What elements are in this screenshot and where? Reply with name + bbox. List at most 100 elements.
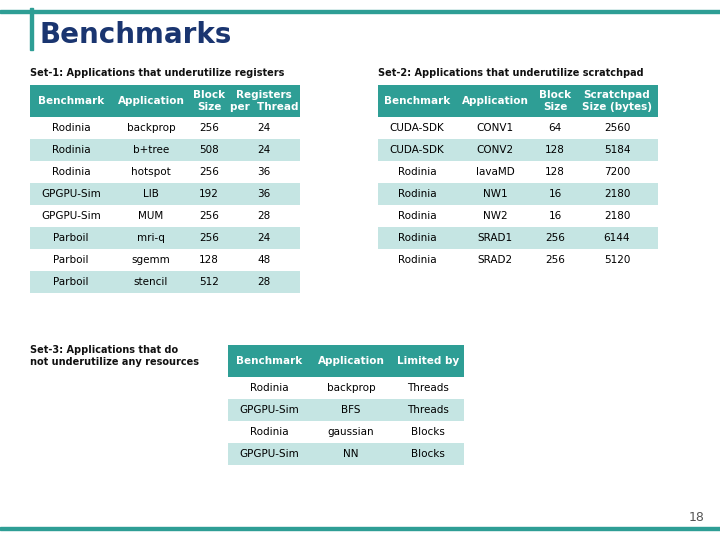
Text: CONV2: CONV2	[477, 145, 513, 155]
Bar	[534, 161, 576, 183]
Text: Rodinia: Rodinia	[397, 211, 436, 221]
Bar	[534, 205, 576, 227]
Text: Benchmark: Benchmark	[236, 356, 302, 366]
Bar	[30, 183, 112, 205]
Bar	[0, 10, 720, 13]
Bar	[456, 227, 534, 249]
Text: lavaMD: lavaMD	[476, 167, 514, 177]
Text: 18: 18	[689, 511, 705, 524]
Bar	[576, 161, 658, 183]
Text: hotspot: hotspot	[131, 167, 171, 177]
Text: BFS: BFS	[341, 405, 361, 415]
Text: 7200: 7200	[604, 167, 630, 177]
Text: Parboil: Parboil	[53, 277, 89, 287]
Text: GPGPU-Sim: GPGPU-Sim	[41, 189, 101, 199]
Text: CUDA-SDK: CUDA-SDK	[390, 123, 444, 133]
Text: Rodinia: Rodinia	[52, 167, 90, 177]
Text: 512: 512	[199, 277, 219, 287]
Text: 256: 256	[199, 167, 219, 177]
Bar	[378, 227, 456, 249]
Bar	[456, 117, 534, 139]
Bar	[228, 183, 300, 205]
Bar	[112, 249, 190, 271]
Bar	[190, 139, 228, 161]
Text: Application: Application	[318, 356, 384, 366]
Text: 28: 28	[257, 277, 271, 287]
Text: NW1: NW1	[482, 189, 508, 199]
Bar	[392, 399, 464, 421]
Text: 256: 256	[545, 233, 565, 243]
Text: Threads: Threads	[407, 405, 449, 415]
Text: Benchmarks: Benchmarks	[40, 21, 233, 49]
Text: GPGPU-Sim: GPGPU-Sim	[239, 405, 299, 415]
Bar	[534, 139, 576, 161]
Bar	[392, 377, 464, 399]
Text: Rodinia: Rodinia	[52, 145, 90, 155]
Text: Set-3: Applications that do
not underutilize any resources: Set-3: Applications that do not underuti…	[30, 345, 199, 367]
Bar	[30, 85, 112, 117]
Bar	[378, 183, 456, 205]
Text: NN: NN	[343, 449, 359, 459]
Text: CONV1: CONV1	[477, 123, 513, 133]
Bar	[310, 443, 392, 465]
Text: Parboil: Parboil	[53, 233, 89, 243]
Bar	[228, 271, 300, 293]
Text: 24: 24	[257, 145, 271, 155]
Bar	[456, 139, 534, 161]
Text: 36: 36	[257, 167, 271, 177]
Bar	[228, 443, 310, 465]
Bar	[228, 399, 310, 421]
Text: 256: 256	[545, 255, 565, 265]
Bar	[310, 399, 392, 421]
Bar	[0, 527, 720, 530]
Text: 256: 256	[199, 211, 219, 221]
Bar	[456, 183, 534, 205]
Text: Rodinia: Rodinia	[250, 383, 288, 393]
Text: Blocks: Blocks	[411, 427, 445, 437]
Text: Set-1: Applications that underutilize registers: Set-1: Applications that underutilize re…	[30, 68, 284, 78]
Bar	[456, 205, 534, 227]
Bar	[392, 345, 464, 377]
Bar	[228, 161, 300, 183]
Bar	[392, 443, 464, 465]
Text: 128: 128	[545, 145, 565, 155]
Bar	[112, 271, 190, 293]
Text: Block
Size: Block Size	[539, 90, 571, 112]
Bar	[30, 227, 112, 249]
Text: Benchmark: Benchmark	[38, 96, 104, 106]
Bar	[576, 139, 658, 161]
Bar	[456, 161, 534, 183]
Bar	[228, 227, 300, 249]
Text: 16: 16	[549, 211, 562, 221]
Text: 2180: 2180	[604, 189, 630, 199]
Text: Scratchpad
Size (bytes): Scratchpad Size (bytes)	[582, 90, 652, 112]
Bar	[112, 117, 190, 139]
Text: LIB: LIB	[143, 189, 159, 199]
Text: 64: 64	[549, 123, 562, 133]
Bar	[378, 139, 456, 161]
Bar	[534, 85, 576, 117]
Text: 36: 36	[257, 189, 271, 199]
Bar	[378, 161, 456, 183]
Bar	[456, 249, 534, 271]
Bar	[576, 249, 658, 271]
Text: Rodinia: Rodinia	[397, 255, 436, 265]
Text: 192: 192	[199, 189, 219, 199]
Text: 24: 24	[257, 123, 271, 133]
Bar	[190, 85, 228, 117]
Text: Parboil: Parboil	[53, 255, 89, 265]
Bar	[30, 161, 112, 183]
Text: SRAD2: SRAD2	[477, 255, 513, 265]
Text: Rodinia: Rodinia	[52, 123, 90, 133]
Bar	[310, 377, 392, 399]
Bar	[228, 85, 300, 117]
Bar	[576, 227, 658, 249]
Bar	[378, 205, 456, 227]
Bar	[112, 183, 190, 205]
Text: GPGPU-Sim: GPGPU-Sim	[239, 449, 299, 459]
Text: 128: 128	[545, 167, 565, 177]
Bar	[576, 85, 658, 117]
Bar	[228, 205, 300, 227]
Bar	[378, 117, 456, 139]
Bar	[112, 227, 190, 249]
